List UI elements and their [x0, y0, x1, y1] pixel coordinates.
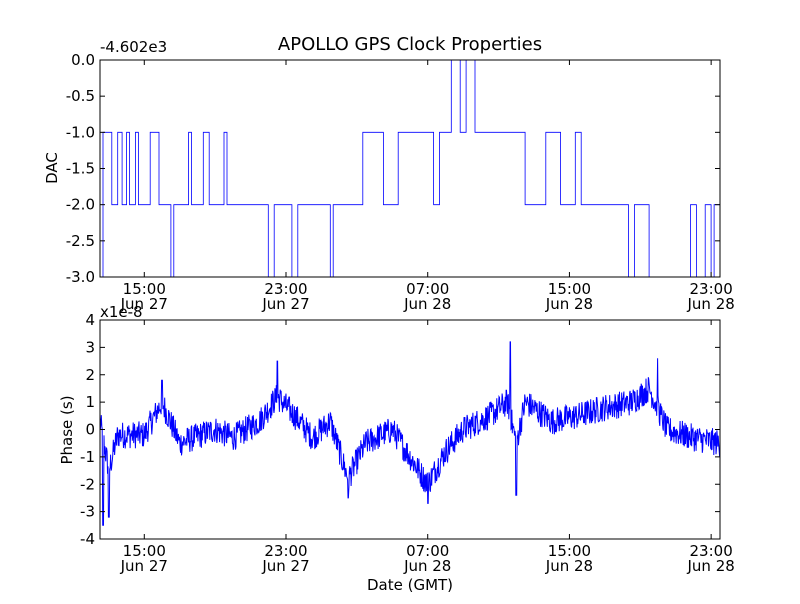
dac-xtick-date-label: Jun 28 — [403, 295, 451, 313]
phase-ytick-label: 2 — [85, 366, 95, 384]
phase-y-axis-label: Phase (s) — [58, 395, 76, 464]
dac-xtick-date-label: Jun 28 — [686, 295, 734, 313]
dac-xtick-date-label: Jun 27 — [261, 295, 309, 313]
dac-xtick-time-label: 23:00 — [264, 280, 307, 298]
phase-xtick-time-label: 15:00 — [548, 542, 591, 560]
phase-xtick-date-label: Jun 27 — [120, 557, 168, 575]
phase-xtick-date-label: Jun 28 — [403, 557, 451, 575]
dac-xtick-time-label: 15:00 — [123, 280, 166, 298]
phase-ytick-label: 3 — [85, 338, 95, 356]
phase-ytick-label: -4 — [80, 530, 95, 548]
chart-title: APOLLO GPS Clock Properties — [278, 34, 542, 55]
phase-series-line — [100, 341, 720, 526]
dac-ytick-label: -2.0 — [66, 196, 95, 214]
phase-ytick-label: -2 — [80, 475, 95, 493]
phase-xtick-time-label: 07:00 — [406, 542, 449, 560]
dac-ytick-label: -2.5 — [66, 232, 95, 250]
phase-ytick-label: -3 — [80, 503, 95, 521]
phase-ytick-label: -1 — [80, 448, 95, 466]
dac-xtick-date-label: Jun 28 — [545, 295, 593, 313]
phase-ytick-label: 0 — [85, 421, 95, 439]
dac-ytick-label: -1.0 — [66, 123, 95, 141]
phase-x-axis-label: Date (GMT) — [367, 576, 453, 594]
dac-xtick-time-label: 23:00 — [690, 280, 733, 298]
phase-xtick-time-label: 23:00 — [264, 542, 307, 560]
dac-offset-label: -4.602e3 — [100, 38, 167, 56]
dac-ytick-label: 0.0 — [71, 51, 95, 69]
phase-xtick-time-label: 23:00 — [690, 542, 733, 560]
dac-ytick-label: -1.5 — [66, 160, 95, 178]
phase-offset-label: x1e-8 — [100, 303, 143, 321]
phase-xtick-date-label: Jun 28 — [686, 557, 734, 575]
phase-xtick-date-label: Jun 28 — [545, 557, 593, 575]
phase-xtick-time-label: 15:00 — [123, 542, 166, 560]
dac-y-axis-label: DAC — [43, 152, 61, 184]
phase-ytick-label: 4 — [85, 311, 95, 329]
dac-panel: -4.602e3 DAC 0.0 -0.5 -1.0 -1.5 -2.0 -2.5 -3.0… — [43, 38, 735, 313]
dac-xtick-time-label: 15:00 — [548, 280, 591, 298]
phase-panel: x1e-8 Phase (s) Date (GMT) 4 3 2 1 0 -1 -2 -3 -4… — [58, 303, 735, 594]
dac-ytick-label: -3.0 — [66, 268, 95, 286]
phase-xtick-date-label: Jun 27 — [261, 557, 309, 575]
dac-ytick-label: -0.5 — [66, 87, 95, 105]
dac-xtick-time-label: 07:00 — [406, 280, 449, 298]
phase-ytick-label: 1 — [85, 393, 95, 411]
dac-xtick-date-label: Jun 27 — [120, 295, 168, 313]
dac-series-line — [100, 60, 720, 277]
